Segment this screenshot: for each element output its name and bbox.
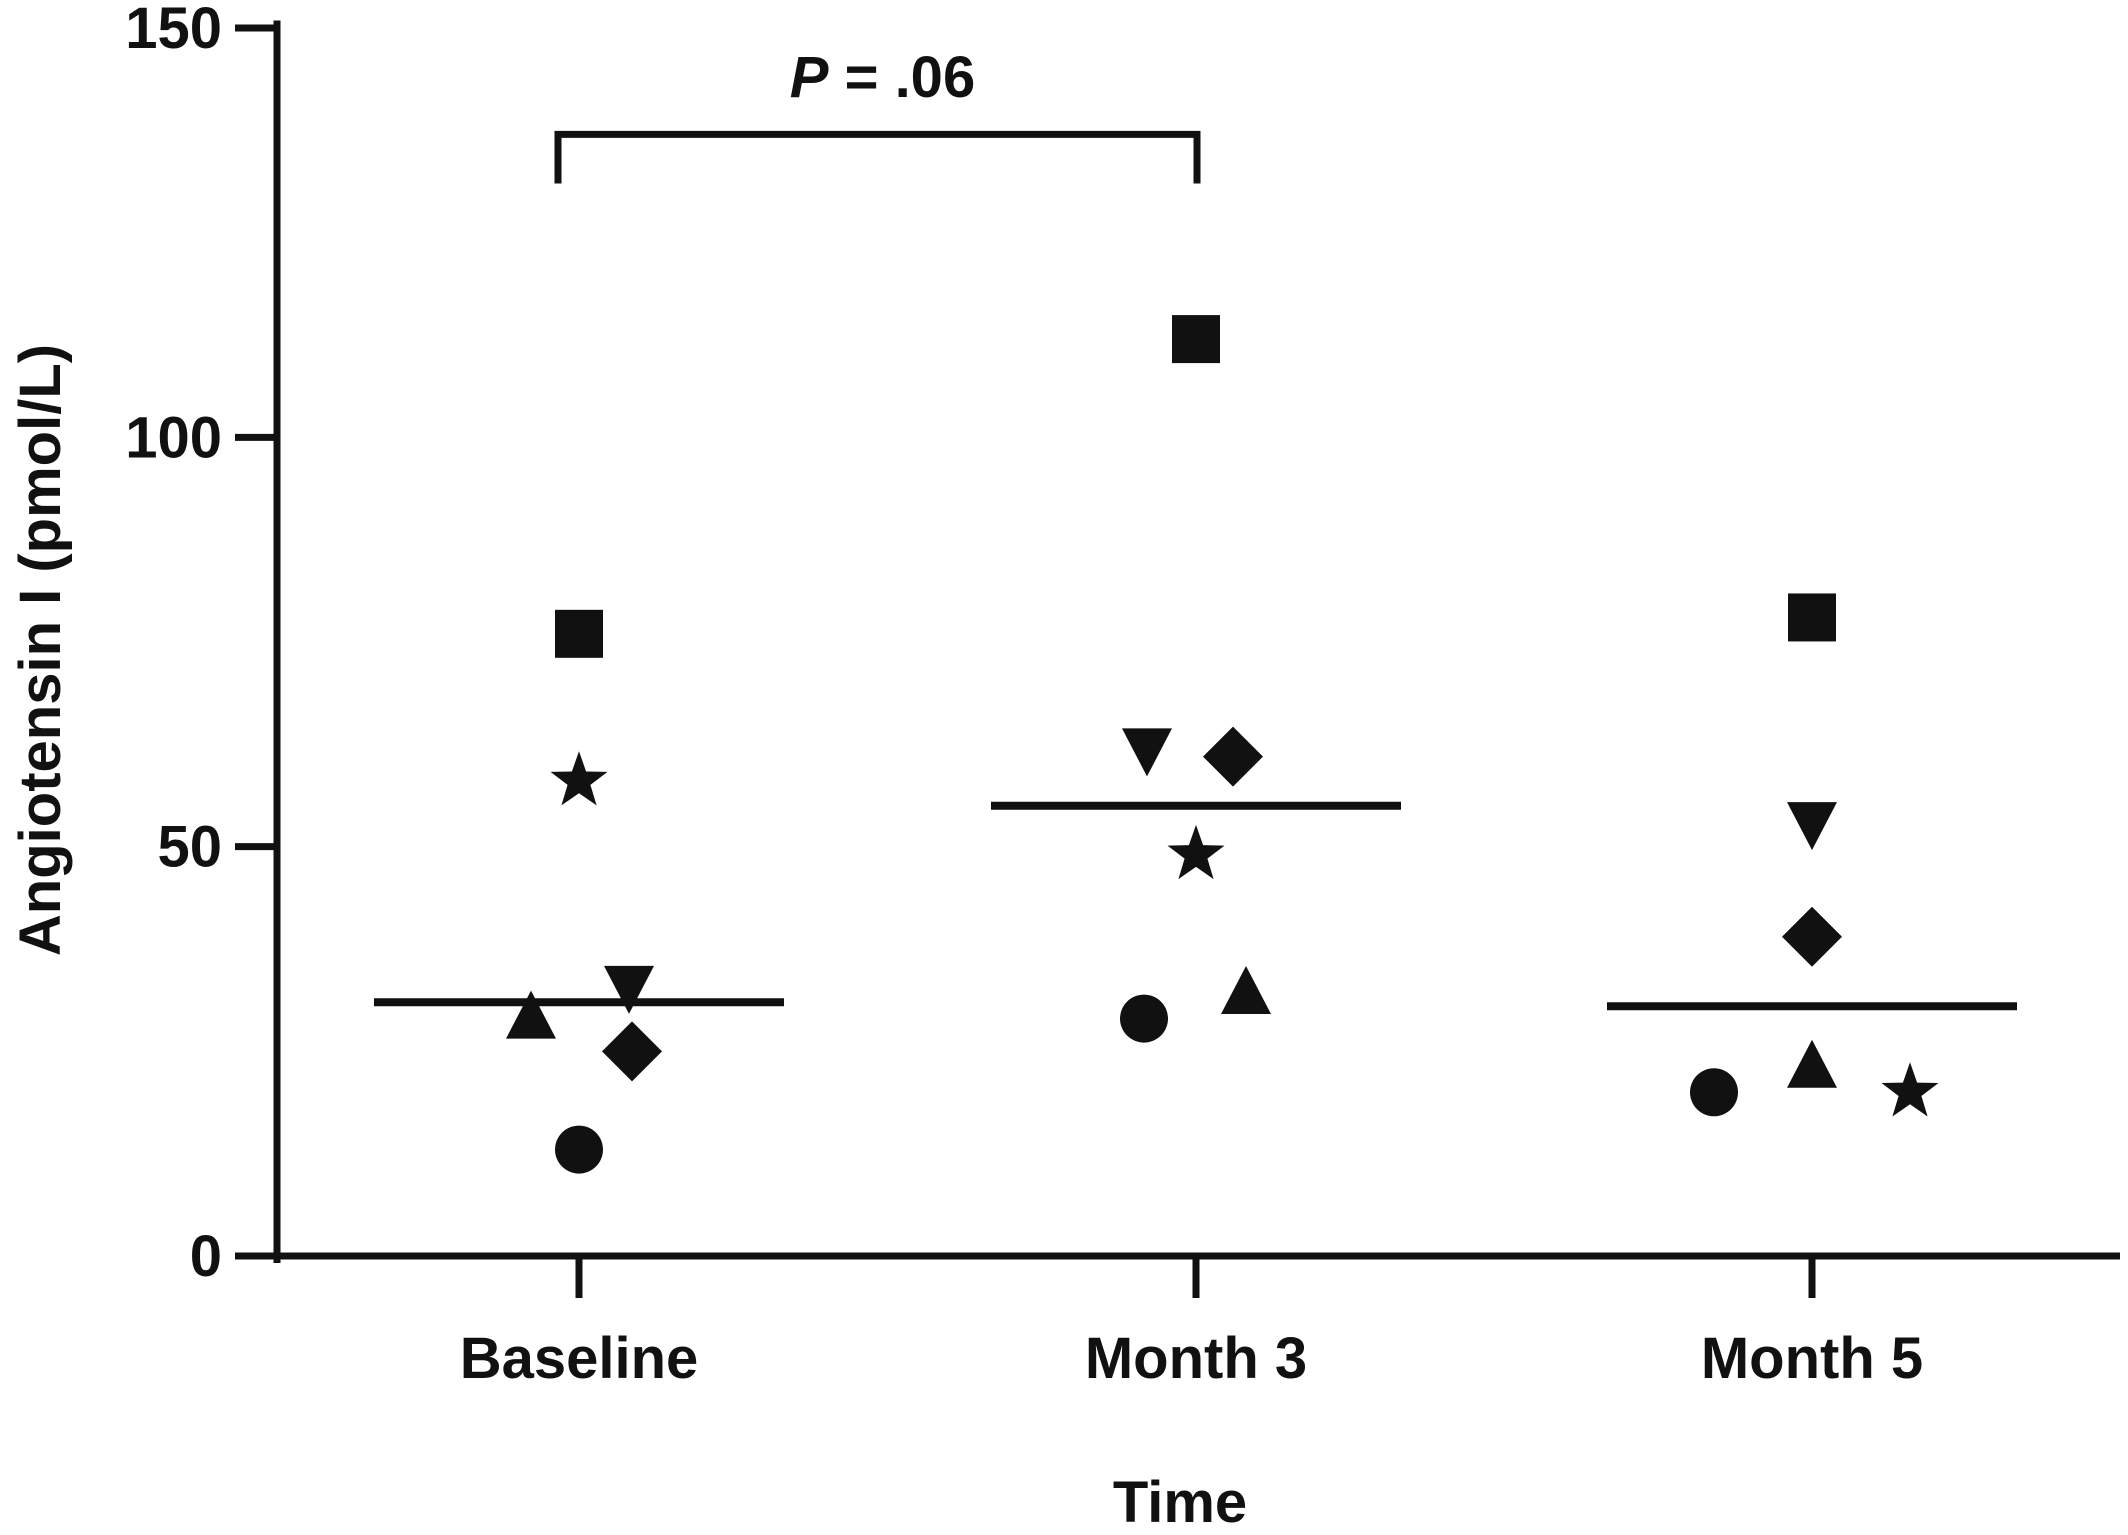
marker-circle (555, 1125, 603, 1174)
marker-triangle-up (506, 990, 556, 1039)
marker-circle (1690, 1068, 1738, 1117)
y-axis-title: Angiotensin I (pmol/L) (8, 344, 73, 956)
marker-circle (1120, 994, 1168, 1043)
marker-star (1167, 824, 1225, 880)
y-tick-label: 50 (157, 815, 222, 880)
axes: 0 50 100 150 Baseline Month 3 Month 5 (125, 0, 2120, 1391)
marker-star (550, 751, 608, 806)
marker-diamond (1782, 906, 1842, 967)
significance-label: P = .06 (790, 45, 975, 110)
x-tick-label: Month 5 (1701, 1326, 1923, 1391)
marker-diamond (1203, 726, 1263, 787)
marker-triangle-down (1122, 728, 1172, 777)
x-axis-title: Time (1113, 1470, 1247, 1535)
x-tick-label: Month 3 (1085, 1326, 1307, 1391)
marker-triangle-down (604, 965, 654, 1014)
marker-triangle-down (1787, 802, 1837, 851)
significance-bracket (554, 130, 1201, 184)
marker-diamond (602, 1021, 662, 1082)
y-tick-label: 150 (125, 0, 222, 61)
marker-triangle-up (1787, 1039, 1837, 1088)
marker-star (1881, 1062, 1939, 1117)
median-lines (374, 801, 2017, 1011)
marker-square (1788, 593, 1836, 642)
x-tick-label: Baseline (460, 1326, 699, 1391)
significance-p-symbol: P (790, 45, 829, 110)
significance-annotation: P = .06 (554, 45, 1201, 184)
data-markers (506, 315, 1939, 1174)
significance-p-value: = .06 (828, 45, 975, 110)
marker-triangle-up (1221, 966, 1271, 1015)
y-tick-label: 100 (125, 405, 222, 470)
marker-square (555, 609, 603, 658)
marker-square (1172, 315, 1220, 364)
y-tick-label: 0 (190, 1224, 222, 1289)
